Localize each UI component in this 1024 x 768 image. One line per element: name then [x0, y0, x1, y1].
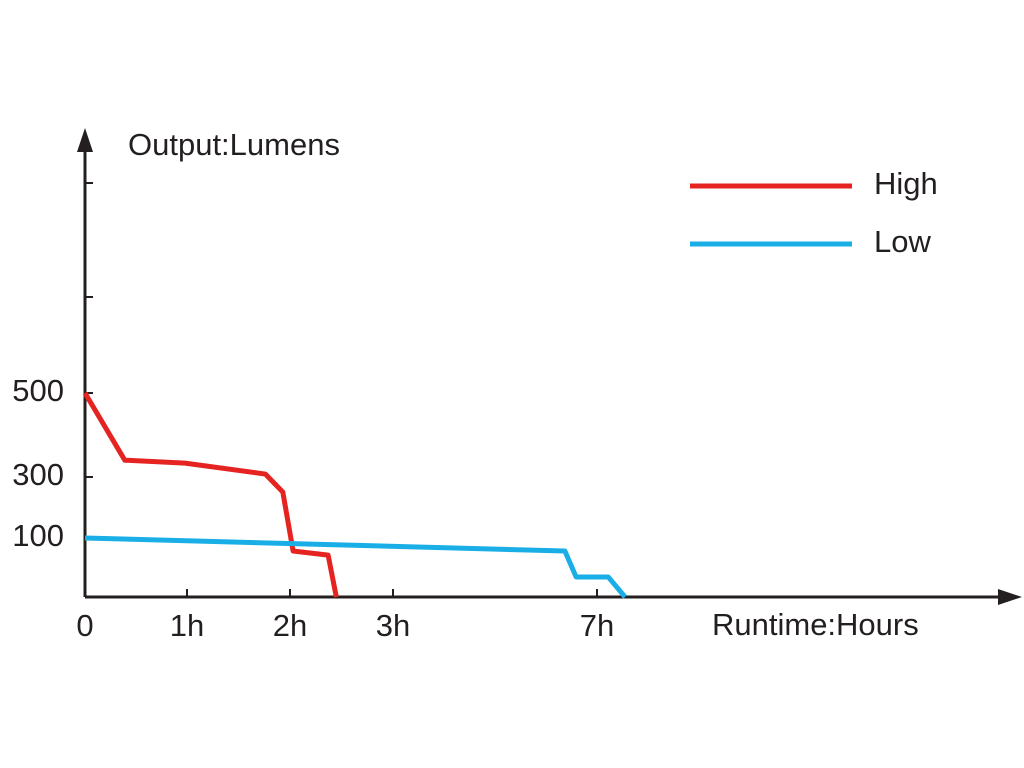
- series-line: [84, 535, 627, 599]
- x-tick-label: 2h: [273, 608, 307, 643]
- y-axis-arrow: [77, 128, 93, 152]
- x-tick-label: 3h: [376, 608, 410, 643]
- legend-label: Low: [874, 224, 931, 259]
- y-tick-label: 100: [12, 518, 64, 553]
- x-tick-label: 1h: [170, 608, 204, 643]
- legend-label: High: [874, 166, 938, 201]
- series-line: [82, 391, 339, 598]
- x-tick-label: 7h: [580, 608, 614, 643]
- x-axis-label: Runtime:Hours: [712, 607, 919, 642]
- y-tick-label: 300: [12, 457, 64, 492]
- x-axis-arrow: [998, 589, 1022, 605]
- x-tick-label: 0: [76, 608, 93, 643]
- y-tick-label: 500: [12, 373, 64, 408]
- y-axis-label: Output:Lumens: [128, 127, 340, 162]
